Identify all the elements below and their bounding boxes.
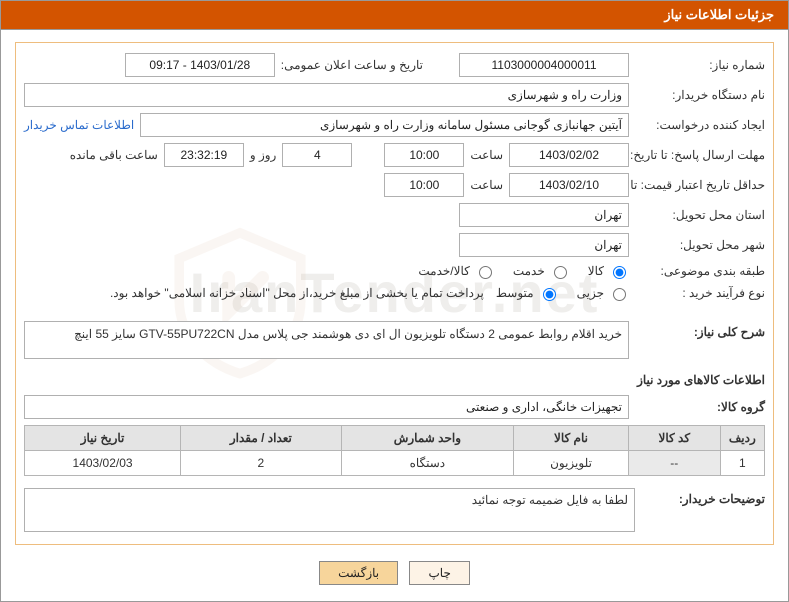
section-items-header: اطلاعات کالاهای مورد نیاز bbox=[24, 373, 765, 387]
radio-jozi-text: جزیی bbox=[577, 286, 604, 300]
back-button[interactable]: بازگشت bbox=[319, 561, 398, 585]
radio-kala[interactable] bbox=[613, 266, 626, 279]
radio-khedmat[interactable] bbox=[554, 266, 567, 279]
field-deadline-time: 10:00 bbox=[384, 143, 464, 167]
radio-kala-text: کالا bbox=[588, 264, 604, 278]
field-requester: آیتین جهانبازی گوجانی مسئول سامانه وزارت… bbox=[140, 113, 629, 137]
table-header-row: ردیف کد کالا نام کالا واحد شمارش تعداد /… bbox=[25, 426, 765, 451]
table-row: 1--تلویزیوندستگاه21403/02/03 bbox=[25, 451, 765, 476]
label-remain: ساعت باقی مانده bbox=[70, 148, 158, 162]
label-general-desc: شرح کلی نیاز: bbox=[635, 321, 765, 339]
label-announce: تاریخ و ساعت اعلان عمومی: bbox=[281, 58, 423, 72]
label-days-word: روز و bbox=[250, 148, 277, 162]
label-subject-class: طبقه بندی موضوعی: bbox=[635, 264, 765, 278]
field-countdown: 23:32:19 bbox=[164, 143, 244, 167]
td-unit: دستگاه bbox=[341, 451, 513, 476]
field-days-remain: 4 bbox=[282, 143, 352, 167]
radio-kala-khedmat-label[interactable]: کالا/خدمت bbox=[418, 263, 494, 279]
radio-motavaset[interactable] bbox=[543, 288, 556, 301]
field-city: تهران bbox=[459, 233, 629, 257]
items-table: ردیف کد کالا نام کالا واحد شمارش تعداد /… bbox=[24, 425, 765, 476]
radio-motavaset-label[interactable]: متوسط bbox=[496, 285, 559, 301]
th-unit: واحد شمارش bbox=[341, 426, 513, 451]
field-min-valid-date: 1403/02/10 bbox=[509, 173, 629, 197]
th-row: ردیف bbox=[720, 426, 764, 451]
radio-khedmat-label[interactable]: خدمت bbox=[513, 263, 570, 279]
field-goods-group: تجهیزات خانگی، اداری و صنعتی bbox=[24, 395, 629, 419]
th-qty: تعداد / مقدار bbox=[181, 426, 342, 451]
print-button[interactable]: چاپ bbox=[409, 561, 469, 585]
purchase-note: پرداخت تمام یا بخشی از مبلغ خرید،از محل … bbox=[110, 286, 484, 300]
field-min-valid-time: 10:00 bbox=[384, 173, 464, 197]
field-buyer-org: وزارت راه و شهرسازی bbox=[24, 83, 629, 107]
radio-kala-label[interactable]: کالا bbox=[588, 263, 629, 279]
details-group: شماره نیاز: 1103000004000011 تاریخ و ساع… bbox=[15, 42, 774, 545]
field-need-no: 1103000004000011 bbox=[459, 53, 629, 77]
label-buyer-org: نام دستگاه خریدار: bbox=[635, 88, 765, 102]
radio-group-subject: کالا خدمت کالا/خدمت bbox=[418, 263, 629, 279]
td-date: 1403/02/03 bbox=[25, 451, 181, 476]
radio-motavaset-text: متوسط bbox=[496, 286, 534, 300]
radio-jozi-label[interactable]: جزیی bbox=[577, 285, 629, 301]
label-province: استان محل تحویل: bbox=[635, 208, 765, 222]
th-date: تاریخ نیاز bbox=[25, 426, 181, 451]
main-panel: شماره نیاز: 1103000004000011 تاریخ و ساع… bbox=[0, 29, 789, 602]
label-need-no: شماره نیاز: bbox=[635, 58, 765, 72]
field-general-desc: خرید اقلام روابط عمومی 2 دستگاه تلویزیون… bbox=[24, 321, 629, 359]
td-name: تلویزیون bbox=[514, 451, 629, 476]
field-announce: 1403/01/28 - 09:17 bbox=[125, 53, 275, 77]
field-deadline-date: 1403/02/02 bbox=[509, 143, 629, 167]
link-buyer-contact[interactable]: اطلاعات تماس خریدار bbox=[24, 118, 134, 132]
radio-kala-khedmat[interactable] bbox=[479, 266, 492, 279]
radio-group-purchase: جزیی متوسط bbox=[496, 285, 629, 301]
radio-khedmat-text: خدمت bbox=[513, 264, 545, 278]
td-code: -- bbox=[628, 451, 720, 476]
field-buyer-notes: لطفا به فایل ضمیمه توجه نمائید bbox=[24, 488, 635, 532]
td-qty: 2 bbox=[181, 451, 342, 476]
label-purchase-type: نوع فرآیند خرید : bbox=[635, 286, 765, 300]
label-buyer-notes: توضیحات خریدار: bbox=[645, 488, 765, 506]
label-city: شهر محل تحویل: bbox=[635, 238, 765, 252]
label-min-valid: حداقل تاریخ اعتبار قیمت: تا تاریخ: bbox=[635, 178, 765, 192]
label-goods-group: گروه کالا: bbox=[635, 400, 765, 414]
radio-kala-khedmat-text: کالا/خدمت bbox=[418, 264, 469, 278]
radio-jozi[interactable] bbox=[613, 288, 626, 301]
button-row: چاپ بازگشت bbox=[15, 555, 774, 585]
td-row: 1 bbox=[720, 451, 764, 476]
panel-header: جزئیات اطلاعات نیاز bbox=[0, 0, 789, 29]
th-name: نام کالا bbox=[514, 426, 629, 451]
label-time-2: ساعت bbox=[470, 178, 503, 192]
field-province: تهران bbox=[459, 203, 629, 227]
label-deadline-send: مهلت ارسال پاسخ: تا تاریخ: bbox=[635, 148, 765, 162]
label-time-1: ساعت bbox=[470, 148, 503, 162]
label-requester: ایجاد کننده درخواست: bbox=[635, 118, 765, 132]
th-code: کد کالا bbox=[628, 426, 720, 451]
